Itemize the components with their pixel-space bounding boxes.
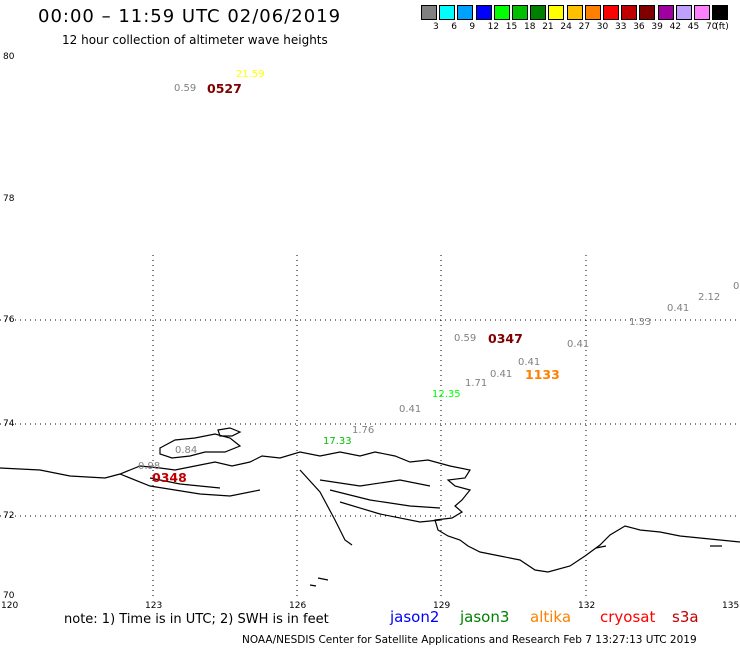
legend-label: 27	[578, 22, 591, 32]
lat-label-74: 74	[3, 419, 15, 429]
legend-label: (ft)	[715, 22, 729, 32]
lat-label-72: 72	[3, 511, 15, 521]
observation-label: 17.33	[323, 436, 352, 447]
lon-label-123: 123	[145, 601, 163, 611]
legend-label: 24	[560, 22, 572, 32]
observation-label: 0.41	[567, 339, 590, 350]
satellite-key-jason2: jason2	[390, 608, 440, 626]
legend-swatch	[639, 5, 656, 20]
legend-swatch	[475, 5, 492, 20]
lon-label-135: 135	[722, 601, 740, 611]
lat-label-76: 76	[3, 315, 15, 325]
legend-label: 12	[487, 22, 500, 32]
observation-label: 0.59	[174, 83, 197, 94]
observation-label: 2.12	[698, 292, 721, 303]
observation-label: 0.41	[667, 303, 690, 314]
legend-swatch	[457, 5, 474, 20]
observation-time-label: 0347	[488, 331, 523, 346]
satellite-key-jason3: jason3	[460, 608, 510, 626]
observation-label: 1.76	[352, 425, 375, 436]
satellite-key-s3a: s3a	[672, 608, 699, 626]
legend-label: 9	[469, 22, 476, 32]
observation-label: 12.35	[432, 389, 461, 400]
lon-label-132: 132	[578, 601, 596, 611]
legend-swatch	[675, 5, 692, 20]
island-small-2	[309, 545, 722, 587]
coastline	[0, 427, 740, 587]
observation-label: 0.98	[138, 461, 161, 472]
legend-swatch	[421, 5, 437, 20]
legend-swatch	[530, 5, 547, 20]
units-note: note: 1) Time is in UTC; 2) SWH is in fe…	[64, 612, 329, 627]
legend-label: 39	[651, 22, 663, 32]
legend-label: 3	[433, 22, 439, 32]
island-small-1	[217, 427, 242, 437]
legend-swatch	[493, 5, 510, 20]
observation-time-label: 1133	[525, 367, 560, 382]
lon-label-120: 120	[1, 601, 19, 611]
legend-swatch	[548, 5, 565, 20]
map-title: 00:00 – 11:59 UTC 02/06/2019	[38, 6, 342, 27]
legend-swatch	[512, 5, 528, 20]
legend-label: 70	[706, 22, 718, 32]
mainland-coast	[0, 451, 740, 573]
observation-label: 1.33	[629, 317, 652, 328]
delta-arms	[119, 469, 441, 546]
observation-label: 21.59	[236, 69, 265, 80]
observation-label: 0.41	[490, 369, 513, 380]
legend-swatch	[603, 5, 619, 20]
legend-swatch	[694, 5, 710, 20]
satellite-key-altika: altika	[530, 608, 572, 626]
legend-label: 6	[451, 22, 457, 32]
legend-swatch	[439, 5, 456, 20]
legend-swatch	[712, 5, 729, 20]
legend-swatch	[566, 5, 583, 20]
legend-label: 18	[524, 22, 536, 32]
legend-label: 33	[615, 22, 627, 32]
legend-label: 21	[542, 22, 554, 32]
legend-label: 30	[596, 22, 609, 32]
observation-label: 0.41	[399, 404, 422, 415]
lat-label-80: 80	[3, 52, 15, 62]
legend-label: 15	[505, 22, 518, 32]
map-subtitle: 12 hour collection of altimeter wave hei…	[62, 33, 328, 47]
observation-time-label: 0527	[207, 81, 242, 96]
footer-credit: NOAA/NESDIS Center for Satellite Applica…	[242, 634, 697, 646]
lon-label-129: 129	[433, 601, 451, 611]
legend-swatch	[657, 5, 674, 20]
lat-lon-grid	[0, 255, 740, 600]
observation-label: 1.71	[465, 378, 488, 389]
satellite-key-cryosat: cryosat	[600, 608, 656, 626]
lon-label-126: 126	[289, 601, 307, 611]
observation-label: 0	[733, 281, 740, 292]
legend-label: 45	[687, 22, 700, 32]
island-kotelny	[159, 433, 242, 459]
legend-label: 36	[633, 22, 645, 32]
lat-label-70: 70	[3, 591, 15, 601]
observation-label: 0.41	[518, 357, 541, 368]
legend-label: 42	[669, 22, 682, 32]
observation-label: 0.84	[175, 445, 198, 456]
legend-swatch	[584, 5, 601, 20]
observation-time-label: 0348	[152, 470, 187, 485]
observation-label: 0.59	[454, 333, 477, 344]
lat-label-78: 78	[3, 194, 15, 204]
legend-swatch	[621, 5, 638, 20]
